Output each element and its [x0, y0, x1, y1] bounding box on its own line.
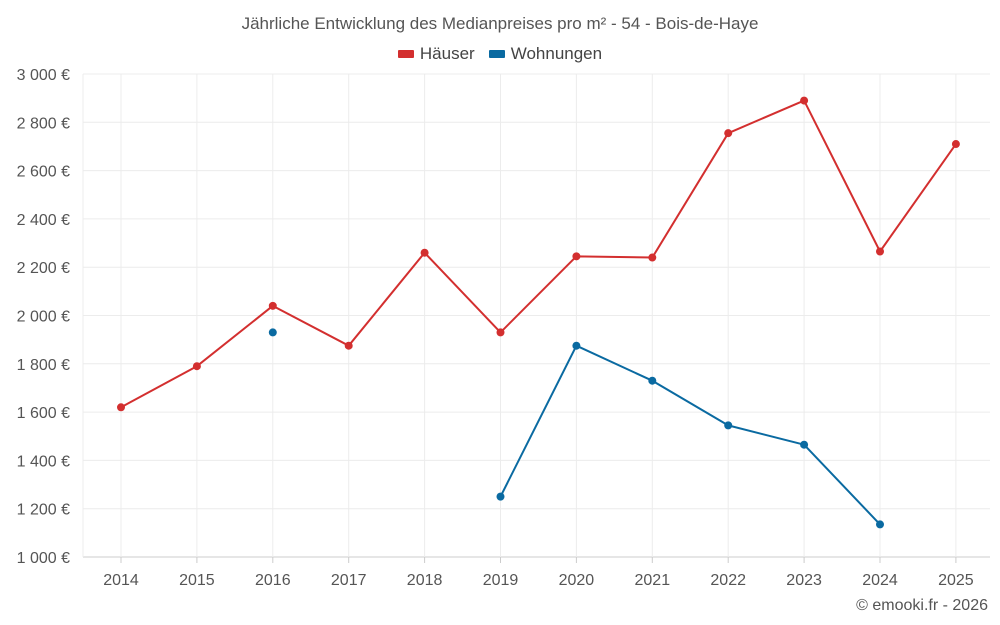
data-point-huser-2019[interactable] [496, 328, 505, 337]
data-point-huser-2022[interactable] [724, 129, 733, 138]
y-tick-label: 3 000 € [17, 67, 70, 84]
data-point-huser-2021[interactable] [648, 253, 657, 262]
data-point-huser-2024[interactable] [876, 247, 884, 256]
y-tick-label: 1 800 € [17, 357, 70, 374]
x-tick-label: 2017 [331, 572, 367, 589]
x-tick-label: 2022 [710, 572, 746, 589]
data-point-wohnungen-2019[interactable] [496, 492, 505, 501]
data-point-wohnungen-2022[interactable] [724, 421, 733, 430]
legend-swatch-haeuser [397, 50, 414, 58]
data-point-huser-2016[interactable] [268, 301, 277, 310]
data-point-wohnungen-2024[interactable] [876, 520, 884, 529]
data-point-huser-2023[interactable] [800, 96, 809, 105]
legend-item-wohnungen[interactable]: Wohnungen [488, 44, 603, 64]
data-point-huser-2020[interactable] [572, 252, 581, 261]
x-tick-label: 2025 [938, 572, 974, 589]
x-tick-label: 2015 [179, 572, 215, 589]
data-point-huser-2015[interactable] [192, 362, 201, 371]
y-tick-label: 1 200 € [17, 502, 70, 519]
x-tick-label: 2023 [786, 572, 822, 589]
legend-item-haeuser[interactable]: Häuser [397, 44, 475, 64]
x-tick-label: 2020 [559, 572, 595, 589]
series-line-huser [120, 99, 957, 409]
series-layer [117, 96, 960, 529]
data-point-wohnungen-2021[interactable] [648, 376, 657, 385]
legend-swatch-wohnungen [488, 50, 505, 58]
data-point-wohnungen-2016[interactable] [268, 328, 277, 337]
grid-lines [83, 73, 990, 558]
x-tick-label: 2014 [103, 572, 139, 589]
data-point-huser-2025[interactable] [951, 140, 960, 149]
y-tick-label: 1 400 € [17, 453, 70, 470]
data-point-huser-2017[interactable] [344, 341, 353, 350]
x-tick-label: 2021 [635, 572, 671, 589]
y-tick-label: 1 600 € [17, 405, 70, 422]
y-tick-label: 2 200 € [17, 260, 70, 277]
x-tick-label: 2024 [862, 572, 898, 589]
legend-label-haeuser: Häuser [419, 44, 475, 63]
axes: 1 000 € 1 200 € 1 400 € 1 600 € 1 800 € 2 000… [17, 67, 974, 589]
x-tick-label: 2018 [407, 572, 443, 589]
copyright-credit: © emooki.fr - 2026 [856, 597, 988, 614]
data-point-wohnungen-2023[interactable] [800, 440, 809, 449]
data-point-huser-2014[interactable] [117, 403, 125, 412]
data-point-wohnungen-2020[interactable] [572, 341, 581, 350]
y-tick-label: 2 800 € [17, 115, 70, 132]
chart-title: Jährliche Entwicklung des Medianpreises … [241, 14, 759, 33]
y-tick-label: 2 600 € [17, 164, 70, 181]
legend-label-wohnungen: Wohnungen [510, 44, 603, 63]
data-point-huser-2018[interactable] [420, 248, 429, 257]
x-tick-label: 2019 [483, 572, 519, 589]
x-tick-label: 2016 [255, 572, 291, 589]
chart-legend: Häuser Wohnungen [0, 44, 1000, 64]
y-tick-label: 1 000 € [17, 550, 70, 567]
y-tick-label: 2 400 € [17, 212, 70, 229]
y-tick-label: 2 000 € [17, 309, 70, 326]
series-line-wohnungen [499, 344, 881, 526]
